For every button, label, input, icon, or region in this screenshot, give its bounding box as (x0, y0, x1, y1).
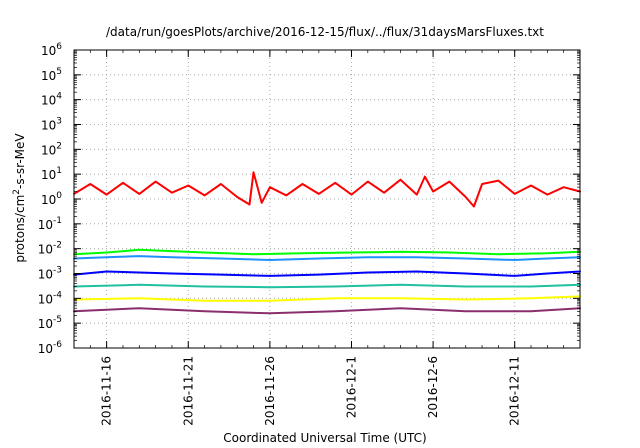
chart-title: /data/run/goesPlots/archive/2016-12-15/f… (106, 25, 544, 39)
x-tick-label: 2016-11-16 (100, 356, 114, 426)
y-axis-label-part: protons/cm (13, 195, 27, 263)
y-tick-exponent: 0 (56, 191, 62, 201)
y-tick-label: 10-6 (38, 340, 63, 356)
y-tick-exponent: 6 (56, 42, 62, 52)
series-line (73, 255, 581, 261)
y-tick-base: 10 (41, 193, 56, 207)
y-tick-base: 10 (41, 168, 56, 182)
y-tick-exponent: 4 (56, 92, 62, 102)
series-layer (73, 171, 581, 315)
y-tick-label: 106 (41, 42, 62, 58)
y-tick-base: 10 (41, 143, 56, 157)
x-tick-label: 2016-11-26 (263, 356, 277, 426)
y-tick-base: 10 (41, 69, 56, 83)
y-tick-exponent: -5 (53, 315, 62, 325)
series-line (73, 248, 581, 256)
y-tick-base: 10 (41, 94, 56, 108)
x-tick-label: 2016-11-21 (181, 356, 195, 426)
x-tick-label: 2016-12-11 (508, 356, 522, 426)
x-axis-label: Coordinated Universal Time (UTC) (223, 431, 426, 445)
y-tick-label: 10-5 (38, 315, 62, 331)
y-tick-label: 103 (41, 117, 62, 133)
series-line (73, 295, 581, 302)
y-tick-label: 104 (41, 92, 62, 108)
y-tick-exponent: -1 (53, 216, 62, 226)
y-tick-label: 10-1 (38, 216, 62, 232)
y-tick-label: 101 (41, 166, 62, 182)
y-tick-base: 10 (41, 44, 56, 58)
y-tick-label: 10-2 (38, 241, 62, 257)
y-tick-base: 10 (38, 292, 53, 306)
y-axis-label-part: -s-sr-MeV (13, 133, 27, 189)
y-tick-base: 10 (41, 119, 56, 133)
y-tick-base: 10 (38, 342, 53, 356)
y-tick-base: 10 (38, 268, 53, 282)
series-line (73, 283, 581, 289)
y-tick-exponent: 5 (56, 67, 62, 77)
y-tick-exponent: -6 (53, 340, 62, 350)
x-tick-label: 2016-12-6 (426, 356, 440, 418)
y-tick-base: 10 (38, 218, 53, 232)
series-line (73, 171, 581, 208)
grid (74, 50, 580, 348)
y-tick-labels: 10-610-510-410-310-210-11001011021031041… (38, 42, 63, 356)
y-tick-label: 10-4 (38, 290, 63, 306)
y-tick-base: 10 (38, 243, 53, 257)
y-tick-exponent: 2 (56, 141, 62, 151)
series-line (73, 307, 581, 315)
y-tick-exponent: -3 (53, 266, 62, 276)
y-tick-label: 102 (41, 141, 62, 157)
y-tick-label: 100 (41, 191, 62, 207)
y-tick-label: 10-3 (38, 266, 62, 282)
series-line (73, 270, 581, 277)
x-tick-labels: 2016-11-16 2016-11-21 2016-11-26 2016-12-1 2… (100, 356, 522, 426)
x-tick-label: 2016-12-1 (344, 356, 358, 418)
y-tick-base: 10 (38, 317, 53, 331)
y-tick-exponent: 3 (56, 117, 62, 127)
y-tick-exponent: -4 (53, 290, 62, 300)
y-tick-exponent: 1 (56, 166, 62, 176)
y-tick-label: 105 (41, 67, 62, 83)
y-axis-label-superscript: 2 (12, 189, 22, 195)
ticks (73, 49, 581, 349)
y-tick-exponent: -2 (53, 241, 62, 251)
y-axis-label: protons/cm2-s-sr-MeV (12, 133, 27, 263)
